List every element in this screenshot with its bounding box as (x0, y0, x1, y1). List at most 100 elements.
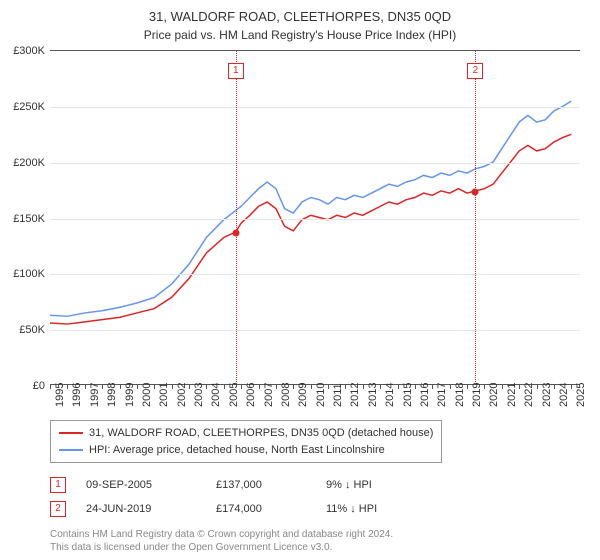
x-axis-label: 2004 (210, 383, 222, 407)
legend-swatch (59, 449, 83, 451)
x-tick (154, 384, 155, 389)
x-tick (241, 384, 242, 389)
y-axis-label: £100K (5, 268, 45, 280)
x-axis-label: 2012 (349, 383, 361, 407)
sale-price: £174,000 (216, 503, 306, 515)
x-tick (328, 384, 329, 389)
x-tick (85, 384, 86, 389)
x-tick (50, 384, 51, 389)
x-tick (137, 384, 138, 389)
x-axis-label: 2003 (193, 383, 205, 407)
y-axis-label: £0 (5, 380, 45, 392)
sale-price: £137,000 (216, 479, 306, 491)
x-tick (259, 384, 260, 389)
x-tick (345, 384, 346, 389)
x-tick (120, 384, 121, 389)
series-line-hpi (50, 101, 571, 316)
sale-number-box: 2 (50, 501, 66, 517)
x-tick (276, 384, 277, 389)
x-tick (432, 384, 433, 389)
x-tick (502, 384, 503, 389)
x-tick (519, 384, 520, 389)
footer-line-2: This data is licensed under the Open Gov… (50, 541, 393, 554)
chart-plot-area: £0£50K£100K£150K£200K£250K£300K199519961… (50, 50, 580, 385)
x-axis-label: 2010 (315, 383, 327, 407)
x-axis-label: 2022 (523, 383, 535, 407)
x-axis-label: 2019 (471, 383, 483, 407)
legend-label: 31, WALDORF ROAD, CLEETHORPES, DN35 0QD … (89, 425, 433, 442)
footer-line-1: Contains HM Land Registry data © Crown c… (50, 528, 393, 541)
x-axis-label: 2013 (367, 383, 379, 407)
y-axis-label: £300K (5, 45, 45, 57)
x-axis-label: 2017 (436, 383, 448, 407)
sale-marker-line (475, 51, 476, 384)
x-axis-label: 2023 (541, 383, 553, 407)
y-gridline (50, 330, 580, 331)
sale-row: 1 09-SEP-2005 £137,000 9% ↓ HPI (50, 473, 580, 497)
x-axis-label: 1995 (54, 383, 66, 407)
sale-marker-dot (232, 230, 239, 237)
legend-row: HPI: Average price, detached house, Nort… (59, 442, 433, 459)
x-axis-label: 2014 (384, 383, 396, 407)
legend-label: HPI: Average price, detached house, Nort… (89, 442, 385, 459)
x-axis-label: 2006 (245, 383, 257, 407)
x-axis-label: 2016 (419, 383, 431, 407)
y-gridline (50, 274, 580, 275)
sale-marker-dot (472, 188, 479, 195)
x-axis-label: 2020 (488, 383, 500, 407)
legend-swatch (59, 432, 83, 434)
x-tick (172, 384, 173, 389)
chart-container: 31, WALDORF ROAD, CLEETHORPES, DN35 0QD … (0, 0, 600, 560)
x-axis-label: 2007 (263, 383, 275, 407)
x-tick (537, 384, 538, 389)
x-axis-label: 1998 (106, 383, 118, 407)
legend-box: 31, WALDORF ROAD, CLEETHORPES, DN35 0QD … (50, 420, 442, 463)
x-axis-label: 2001 (158, 383, 170, 407)
x-tick (363, 384, 364, 389)
y-gridline (50, 219, 580, 220)
x-tick (67, 384, 68, 389)
x-tick (467, 384, 468, 389)
attribution-footer: Contains HM Land Registry data © Crown c… (50, 528, 393, 554)
x-axis-label: 2009 (297, 383, 309, 407)
x-axis-label: 1997 (89, 383, 101, 407)
y-axis-label: £200K (5, 157, 45, 169)
y-axis-label: £150K (5, 213, 45, 225)
x-tick (102, 384, 103, 389)
x-axis-label: 2011 (332, 383, 344, 407)
x-axis-label: 2008 (280, 383, 292, 407)
x-tick (450, 384, 451, 389)
sale-marker-box: 1 (228, 63, 244, 79)
x-axis-label: 2005 (228, 383, 240, 407)
x-tick (571, 384, 572, 389)
sales-table: 1 09-SEP-2005 £137,000 9% ↓ HPI 2 24-JUN-2019… (50, 473, 580, 521)
x-tick (484, 384, 485, 389)
x-tick (415, 384, 416, 389)
sale-pct-vs-hpi: 9% ↓ HPI (326, 479, 446, 491)
x-axis-label: 2018 (454, 383, 466, 407)
y-axis-label: £250K (5, 101, 45, 113)
sale-date: 09-SEP-2005 (86, 479, 196, 491)
y-gridline (50, 107, 580, 108)
sale-marker-box: 2 (467, 63, 483, 79)
x-axis-label: 2002 (176, 383, 188, 407)
sale-number-box: 1 (50, 477, 66, 493)
page-title: 31, WALDORF ROAD, CLEETHORPES, DN35 0QD (0, 0, 600, 26)
x-tick (224, 384, 225, 389)
x-tick (311, 384, 312, 389)
sale-row: 224-JUN-2019£174,00011% ↓ HPI (50, 497, 580, 521)
x-tick (398, 384, 399, 389)
x-axis-label: 2021 (506, 383, 518, 407)
sale-marker-line (236, 51, 237, 384)
x-axis-label: 2024 (558, 383, 570, 407)
y-gridline (50, 163, 580, 164)
sale-date: 24-JUN-2019 (86, 503, 196, 515)
x-axis-label: 2025 (575, 383, 587, 407)
x-tick (206, 384, 207, 389)
legend-area: 31, WALDORF ROAD, CLEETHORPES, DN35 0QD … (50, 420, 580, 521)
x-axis-label: 1999 (124, 383, 136, 407)
chart-lines-svg (50, 51, 580, 384)
x-axis-label: 2015 (402, 383, 414, 407)
y-axis-label: £50K (5, 324, 45, 336)
x-axis-label: 2000 (141, 383, 153, 407)
